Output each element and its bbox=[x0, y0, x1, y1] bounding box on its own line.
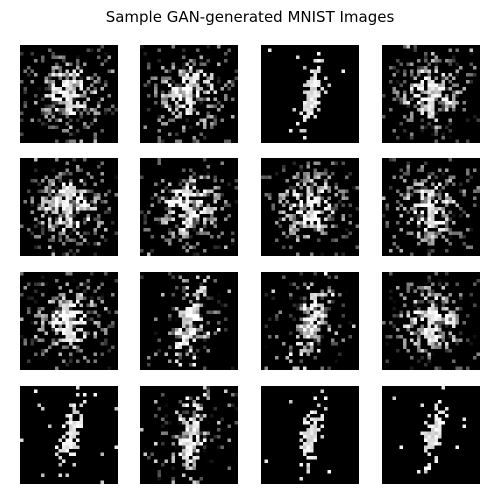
generated-image-canvas bbox=[382, 386, 480, 484]
generated-image bbox=[382, 158, 480, 256]
generated-image bbox=[20, 386, 118, 484]
figure-title: Sample GAN-generated MNIST Images bbox=[105, 8, 395, 26]
generated-image-canvas bbox=[140, 272, 238, 370]
generated-image bbox=[140, 272, 238, 370]
generated-image bbox=[20, 45, 118, 143]
generated-image-canvas bbox=[20, 272, 118, 370]
generated-image bbox=[261, 158, 359, 256]
generated-image bbox=[382, 45, 480, 143]
generated-image-canvas bbox=[20, 386, 118, 484]
generated-image bbox=[261, 45, 359, 143]
generated-image-canvas bbox=[261, 45, 359, 143]
generated-image bbox=[382, 386, 480, 484]
generated-image bbox=[261, 386, 359, 484]
generated-image-canvas bbox=[382, 45, 480, 143]
generated-image bbox=[20, 158, 118, 256]
generated-image-canvas bbox=[140, 158, 238, 256]
generated-image bbox=[140, 158, 238, 256]
generated-image-canvas bbox=[382, 272, 480, 370]
generated-image-canvas bbox=[20, 45, 118, 143]
generated-image-canvas bbox=[140, 386, 238, 484]
generated-image-canvas bbox=[261, 158, 359, 256]
generated-image-canvas bbox=[382, 158, 480, 256]
generated-image-canvas bbox=[20, 158, 118, 256]
generated-image bbox=[382, 272, 480, 370]
generated-image bbox=[261, 272, 359, 370]
generated-image-canvas bbox=[140, 45, 238, 143]
generated-image-canvas bbox=[261, 272, 359, 370]
generated-image bbox=[140, 386, 238, 484]
generated-image bbox=[20, 272, 118, 370]
generated-image-canvas bbox=[261, 386, 359, 484]
generated-image bbox=[140, 45, 238, 143]
